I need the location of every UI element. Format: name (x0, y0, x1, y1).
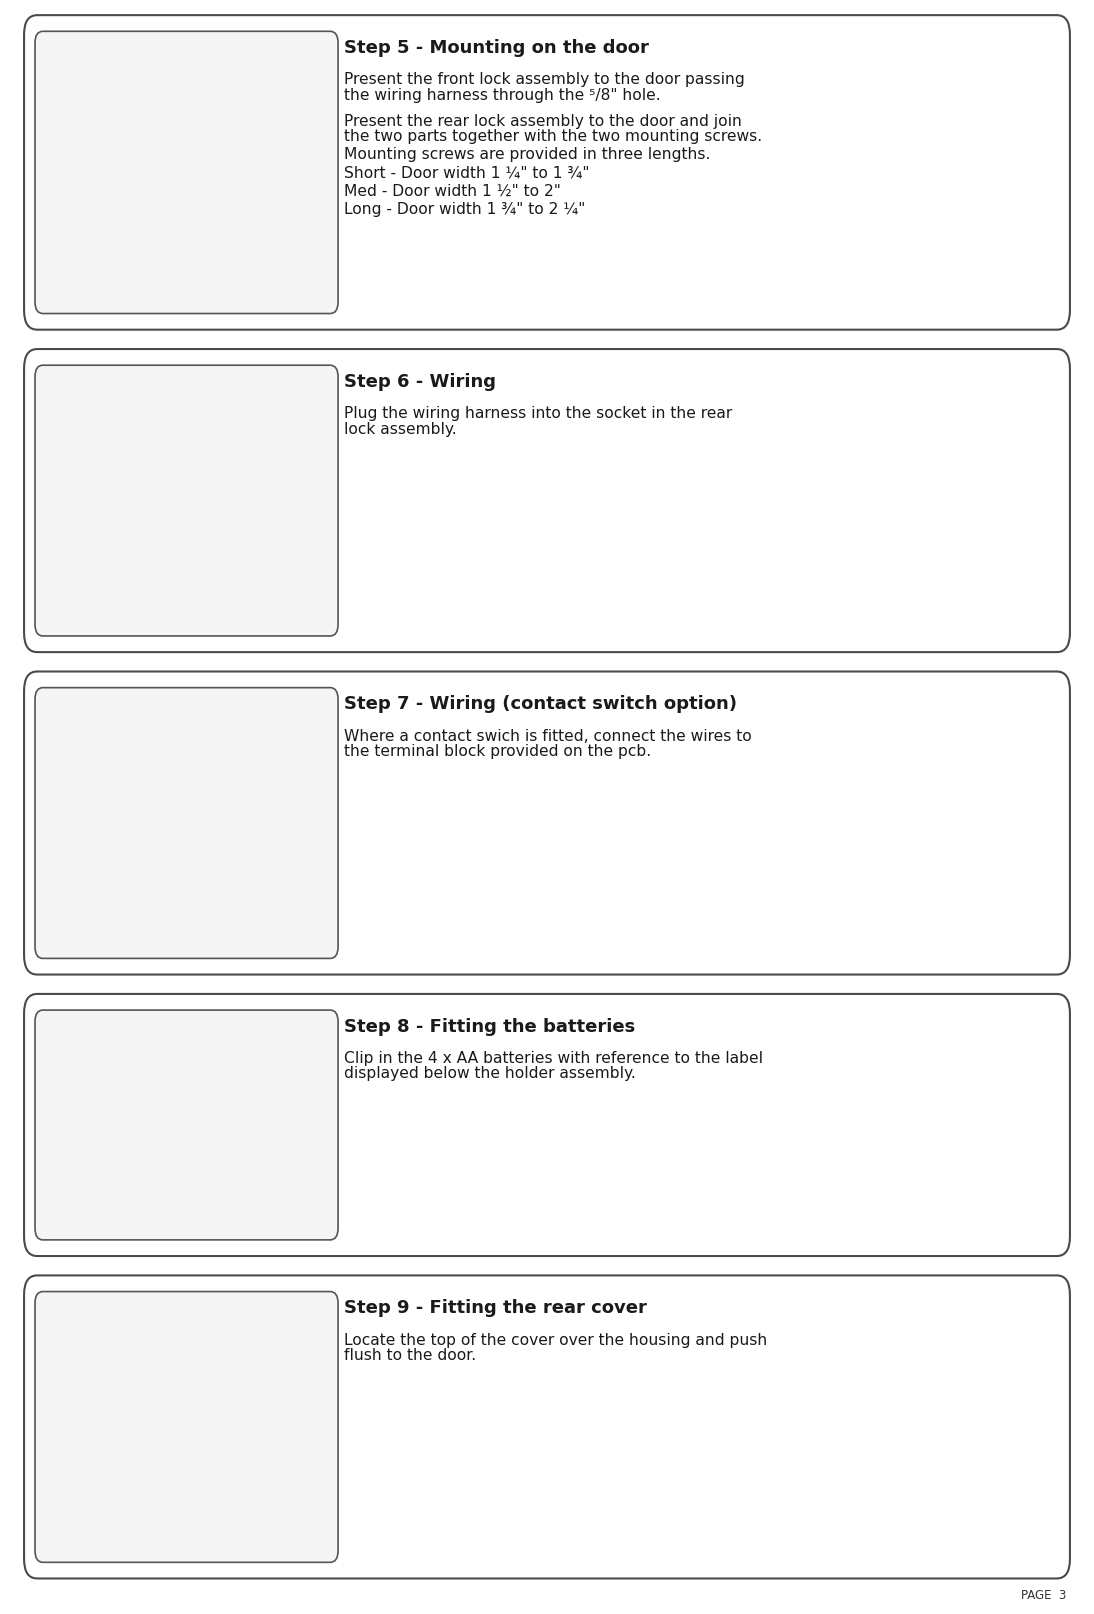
Text: Where a contact swich is fitted, connect the wires to: Where a contact swich is fitted, connect… (344, 728, 752, 744)
FancyBboxPatch shape (24, 350, 1070, 652)
Text: the terminal block provided on the pcb.: the terminal block provided on the pcb. (344, 744, 651, 759)
FancyBboxPatch shape (24, 1275, 1070, 1578)
Text: Locate the top of the cover over the housing and push: Locate the top of the cover over the hou… (344, 1332, 767, 1348)
FancyBboxPatch shape (35, 688, 338, 959)
FancyBboxPatch shape (24, 671, 1070, 975)
Text: the wiring harness through the ⁵/8" hole.: the wiring harness through the ⁵/8" hole… (344, 87, 660, 103)
Text: Long - Door width 1 ¾" to 2 ¼": Long - Door width 1 ¾" to 2 ¼" (344, 202, 585, 216)
Text: Clip in the 4 x AA batteries with reference to the label: Clip in the 4 x AA batteries with refere… (344, 1051, 763, 1065)
FancyBboxPatch shape (24, 994, 1070, 1256)
Text: flush to the door.: flush to the door. (344, 1348, 476, 1362)
Text: Mounting screws are provided in three lengths.: Mounting screws are provided in three le… (344, 147, 710, 163)
FancyBboxPatch shape (24, 16, 1070, 331)
Text: Step 6 - Wiring: Step 6 - Wiring (344, 373, 496, 391)
Text: displayed below the holder assembly.: displayed below the holder assembly. (344, 1065, 636, 1081)
Text: lock assembly.: lock assembly. (344, 421, 456, 436)
Text: Step 5 - Mounting on the door: Step 5 - Mounting on the door (344, 39, 649, 56)
FancyBboxPatch shape (35, 1010, 338, 1240)
Text: Plug the wiring harness into the socket in the rear: Plug the wiring harness into the socket … (344, 407, 732, 421)
Text: Step 9 - Fitting the rear cover: Step 9 - Fitting the rear cover (344, 1298, 647, 1315)
Text: PAGE  3: PAGE 3 (1022, 1588, 1067, 1601)
Text: Present the front lock assembly to the door passing: Present the front lock assembly to the d… (344, 73, 744, 87)
Text: the two parts together with the two mounting screws.: the two parts together with the two moun… (344, 129, 761, 144)
Text: Step 7 - Wiring (contact switch option): Step 7 - Wiring (contact switch option) (344, 694, 736, 713)
Text: Present the rear lock assembly to the door and join: Present the rear lock assembly to the do… (344, 115, 742, 129)
Text: Med - Door width 1 ½" to 2": Med - Door width 1 ½" to 2" (344, 184, 560, 199)
FancyBboxPatch shape (35, 32, 338, 315)
Text: Step 8 - Fitting the batteries: Step 8 - Fitting the batteries (344, 1017, 635, 1035)
FancyBboxPatch shape (35, 1291, 338, 1562)
Text: Short - Door width 1 ¼" to 1 ¾": Short - Door width 1 ¼" to 1 ¾" (344, 165, 589, 181)
FancyBboxPatch shape (35, 366, 338, 636)
